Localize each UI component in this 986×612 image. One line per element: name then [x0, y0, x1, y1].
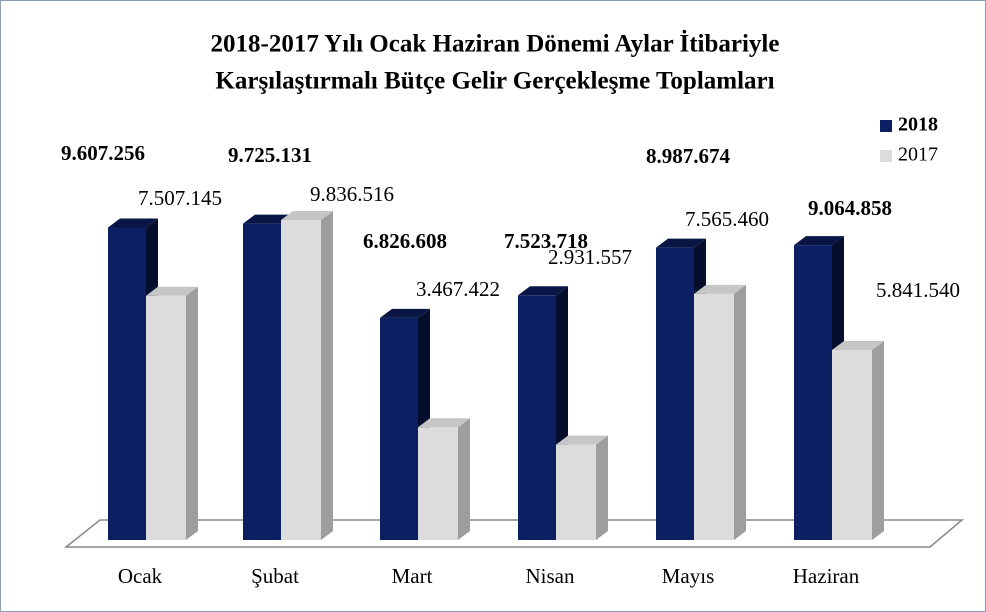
bar-top — [243, 214, 293, 224]
legend-label: 2017 — [898, 144, 938, 166]
bar-side — [596, 435, 608, 540]
bar-front — [656, 247, 694, 541]
x-tick-label: Şubat — [251, 564, 299, 588]
bar-front — [556, 444, 596, 540]
bar-front — [418, 427, 458, 540]
bar-front — [832, 349, 872, 540]
bar-top — [694, 284, 746, 294]
bar-top — [794, 236, 844, 246]
data-label: 7.507.145 — [138, 186, 222, 210]
data-label: 7.523.718 — [504, 229, 588, 253]
legend-label: 2018 — [898, 114, 938, 136]
bar-top — [281, 211, 333, 220]
bar-top — [146, 286, 198, 296]
bar-top — [832, 340, 884, 350]
bar-front — [281, 220, 321, 540]
bar — [832, 340, 884, 540]
data-label: 3.467.422 — [416, 277, 500, 301]
bar-side — [734, 284, 746, 540]
data-label: 5.841.540 — [876, 278, 960, 302]
x-tick-label: Haziran — [793, 564, 860, 588]
bar-front — [380, 317, 418, 540]
data-label: 6.826.608 — [363, 229, 447, 253]
bar-side — [458, 418, 470, 540]
bar-side — [872, 340, 884, 540]
bar-front — [243, 223, 281, 540]
bar-top — [556, 435, 608, 445]
bar-top — [518, 286, 568, 296]
data-label: 8.987.674 — [646, 144, 731, 168]
bar-top — [418, 418, 470, 428]
data-label: 9.064.858 — [808, 196, 892, 220]
data-label: 7.565.460 — [685, 207, 769, 231]
x-tick-label: Nisan — [526, 564, 575, 588]
legend-swatch — [880, 120, 892, 132]
bar-top — [656, 238, 706, 248]
data-label: 9.836.516 — [310, 182, 394, 206]
x-tick-label: Ocak — [118, 564, 163, 588]
bar — [418, 418, 470, 540]
bar-top — [108, 218, 158, 228]
data-label: 9.725.131 — [228, 143, 312, 167]
data-label: 9.607.256 — [61, 141, 145, 165]
bar-front — [108, 227, 146, 540]
bar — [281, 211, 333, 540]
chart-title: Karşılaştırmalı Bütçe Gelir Gerçekleşme … — [215, 68, 774, 95]
bar-front — [518, 295, 556, 540]
bar-front — [794, 245, 832, 540]
bar — [556, 435, 608, 540]
bar-front — [694, 293, 734, 540]
bar-front — [146, 295, 186, 540]
x-tick-label: Mart — [392, 564, 433, 588]
bar — [146, 286, 198, 540]
legend-swatch — [880, 150, 892, 162]
bar — [694, 284, 746, 540]
bar-top — [380, 308, 430, 318]
x-tick-label: Mayıs — [662, 564, 715, 588]
data-label: 2.931.557 — [548, 245, 632, 269]
bar-side — [321, 211, 333, 540]
bar-side — [186, 286, 198, 540]
chart-title: 2018-2017 Yılı Ocak Haziran Dönemi Aylar… — [211, 30, 780, 58]
